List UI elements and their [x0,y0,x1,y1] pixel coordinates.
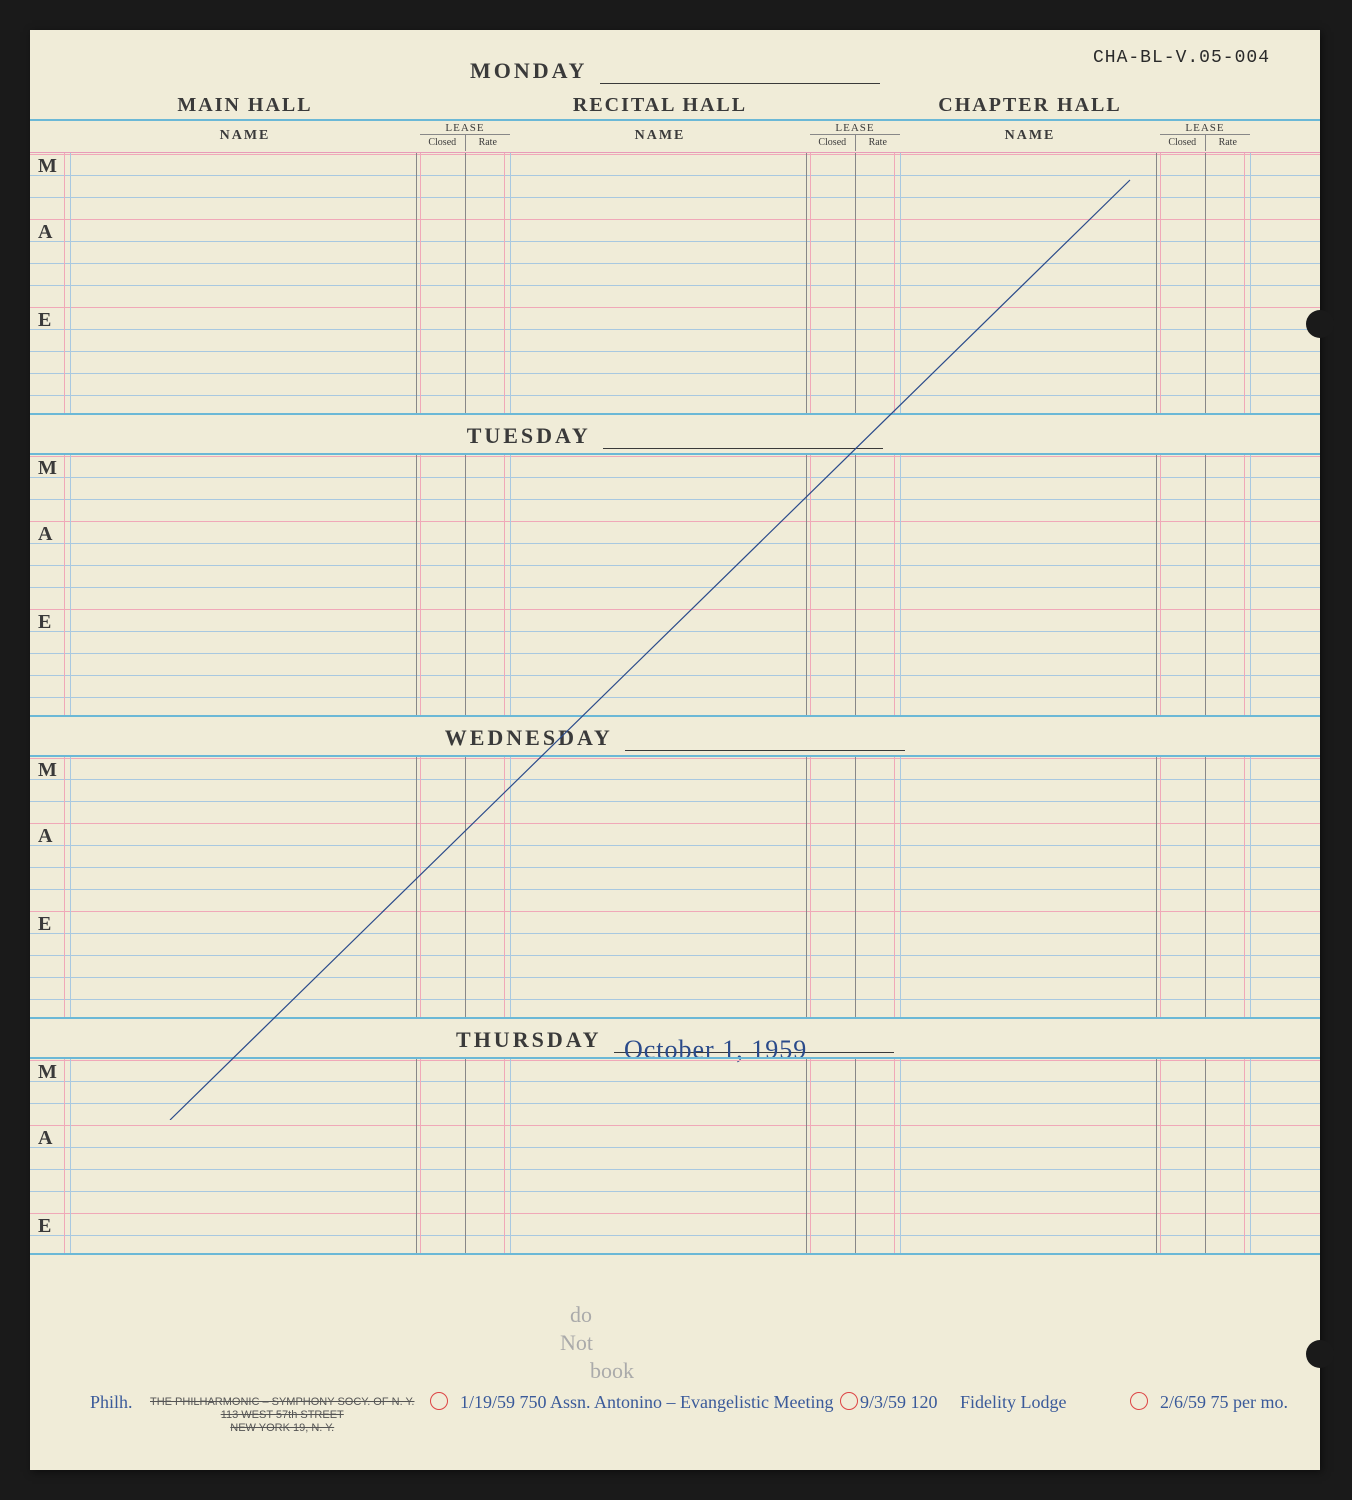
ledger-entry: 9/3/59 120 [860,1392,938,1413]
pencil-note: do [570,1302,592,1328]
grid-monday: MAE [30,153,1320,413]
hall-chapter-title: CHAPTER HALL [900,94,1160,117]
day-label: THURSDAY [456,1027,601,1053]
day-header-tuesday: TUESDAY [30,415,1320,453]
day-header-wednesday: WEDNESDAY [30,717,1320,755]
pencil-note: book [590,1358,634,1384]
col-lease: LEASE Closed Rate [810,121,900,152]
col-lease: LEASE Closed Rate [1160,121,1250,152]
hall-titles-row: MAIN HALL RECITAL HALL CHAPTER HALL [30,88,1320,119]
check-circle [840,1392,858,1410]
day-block-wednesday: MAE [30,755,1320,1019]
day-date-line [600,66,880,84]
ledger-entry: 2/6/59 75 per mo. [1160,1392,1288,1413]
col-name: NAME [70,121,420,152]
day-block-monday: NAME LEASE Closed Rate NAME LEASE Closed… [30,119,1320,415]
binder-hole [1306,1340,1334,1368]
document-id: CHA-BL-V.05-004 [1093,48,1270,68]
ledger-page: CHA-BL-V.05-004 MONDAY MAIN HALL RECITAL… [30,30,1320,1470]
ledger-entry: 1/19/59 750 [460,1392,547,1413]
day-label: MONDAY [470,58,587,84]
pencil-note: Not [560,1330,593,1356]
grid-tuesday: MAE [30,455,1320,715]
col-name: NAME [900,121,1160,152]
day-date-line [625,733,905,751]
day-header-thursday: THURSDAY October 1, 1959 [30,1019,1320,1057]
col-name: NAME [510,121,810,152]
ledger-entry: Philh. [90,1392,133,1413]
grid-thursday: MAE [30,1059,1320,1253]
hall-main-title: MAIN HALL [70,94,420,117]
day-label: TUESDAY [467,423,591,449]
footer-org: THE PHILHARMONIC – SYMPHONY SOCY. OF N. … [150,1396,414,1436]
check-circle [430,1392,448,1410]
grid-wednesday: MAE [30,757,1320,1017]
day-block-thursday: MAE [30,1057,1320,1255]
ledger-entry: Assn. Antonino – Evangelistic Meeting [550,1392,833,1413]
hall-recital-title: RECITAL HALL [510,94,810,117]
day-date-line [603,431,883,449]
ledger-entry: Fidelity Lodge [960,1392,1067,1413]
day-label: WEDNESDAY [445,725,613,751]
column-headers: NAME LEASE Closed Rate NAME LEASE Closed… [30,121,1320,153]
day-date-line: October 1, 1959 [614,1035,894,1053]
col-lease: LEASE Closed Rate [420,121,510,152]
binder-hole [1306,310,1334,338]
check-circle [1130,1392,1148,1410]
day-block-tuesday: MAE [30,453,1320,717]
